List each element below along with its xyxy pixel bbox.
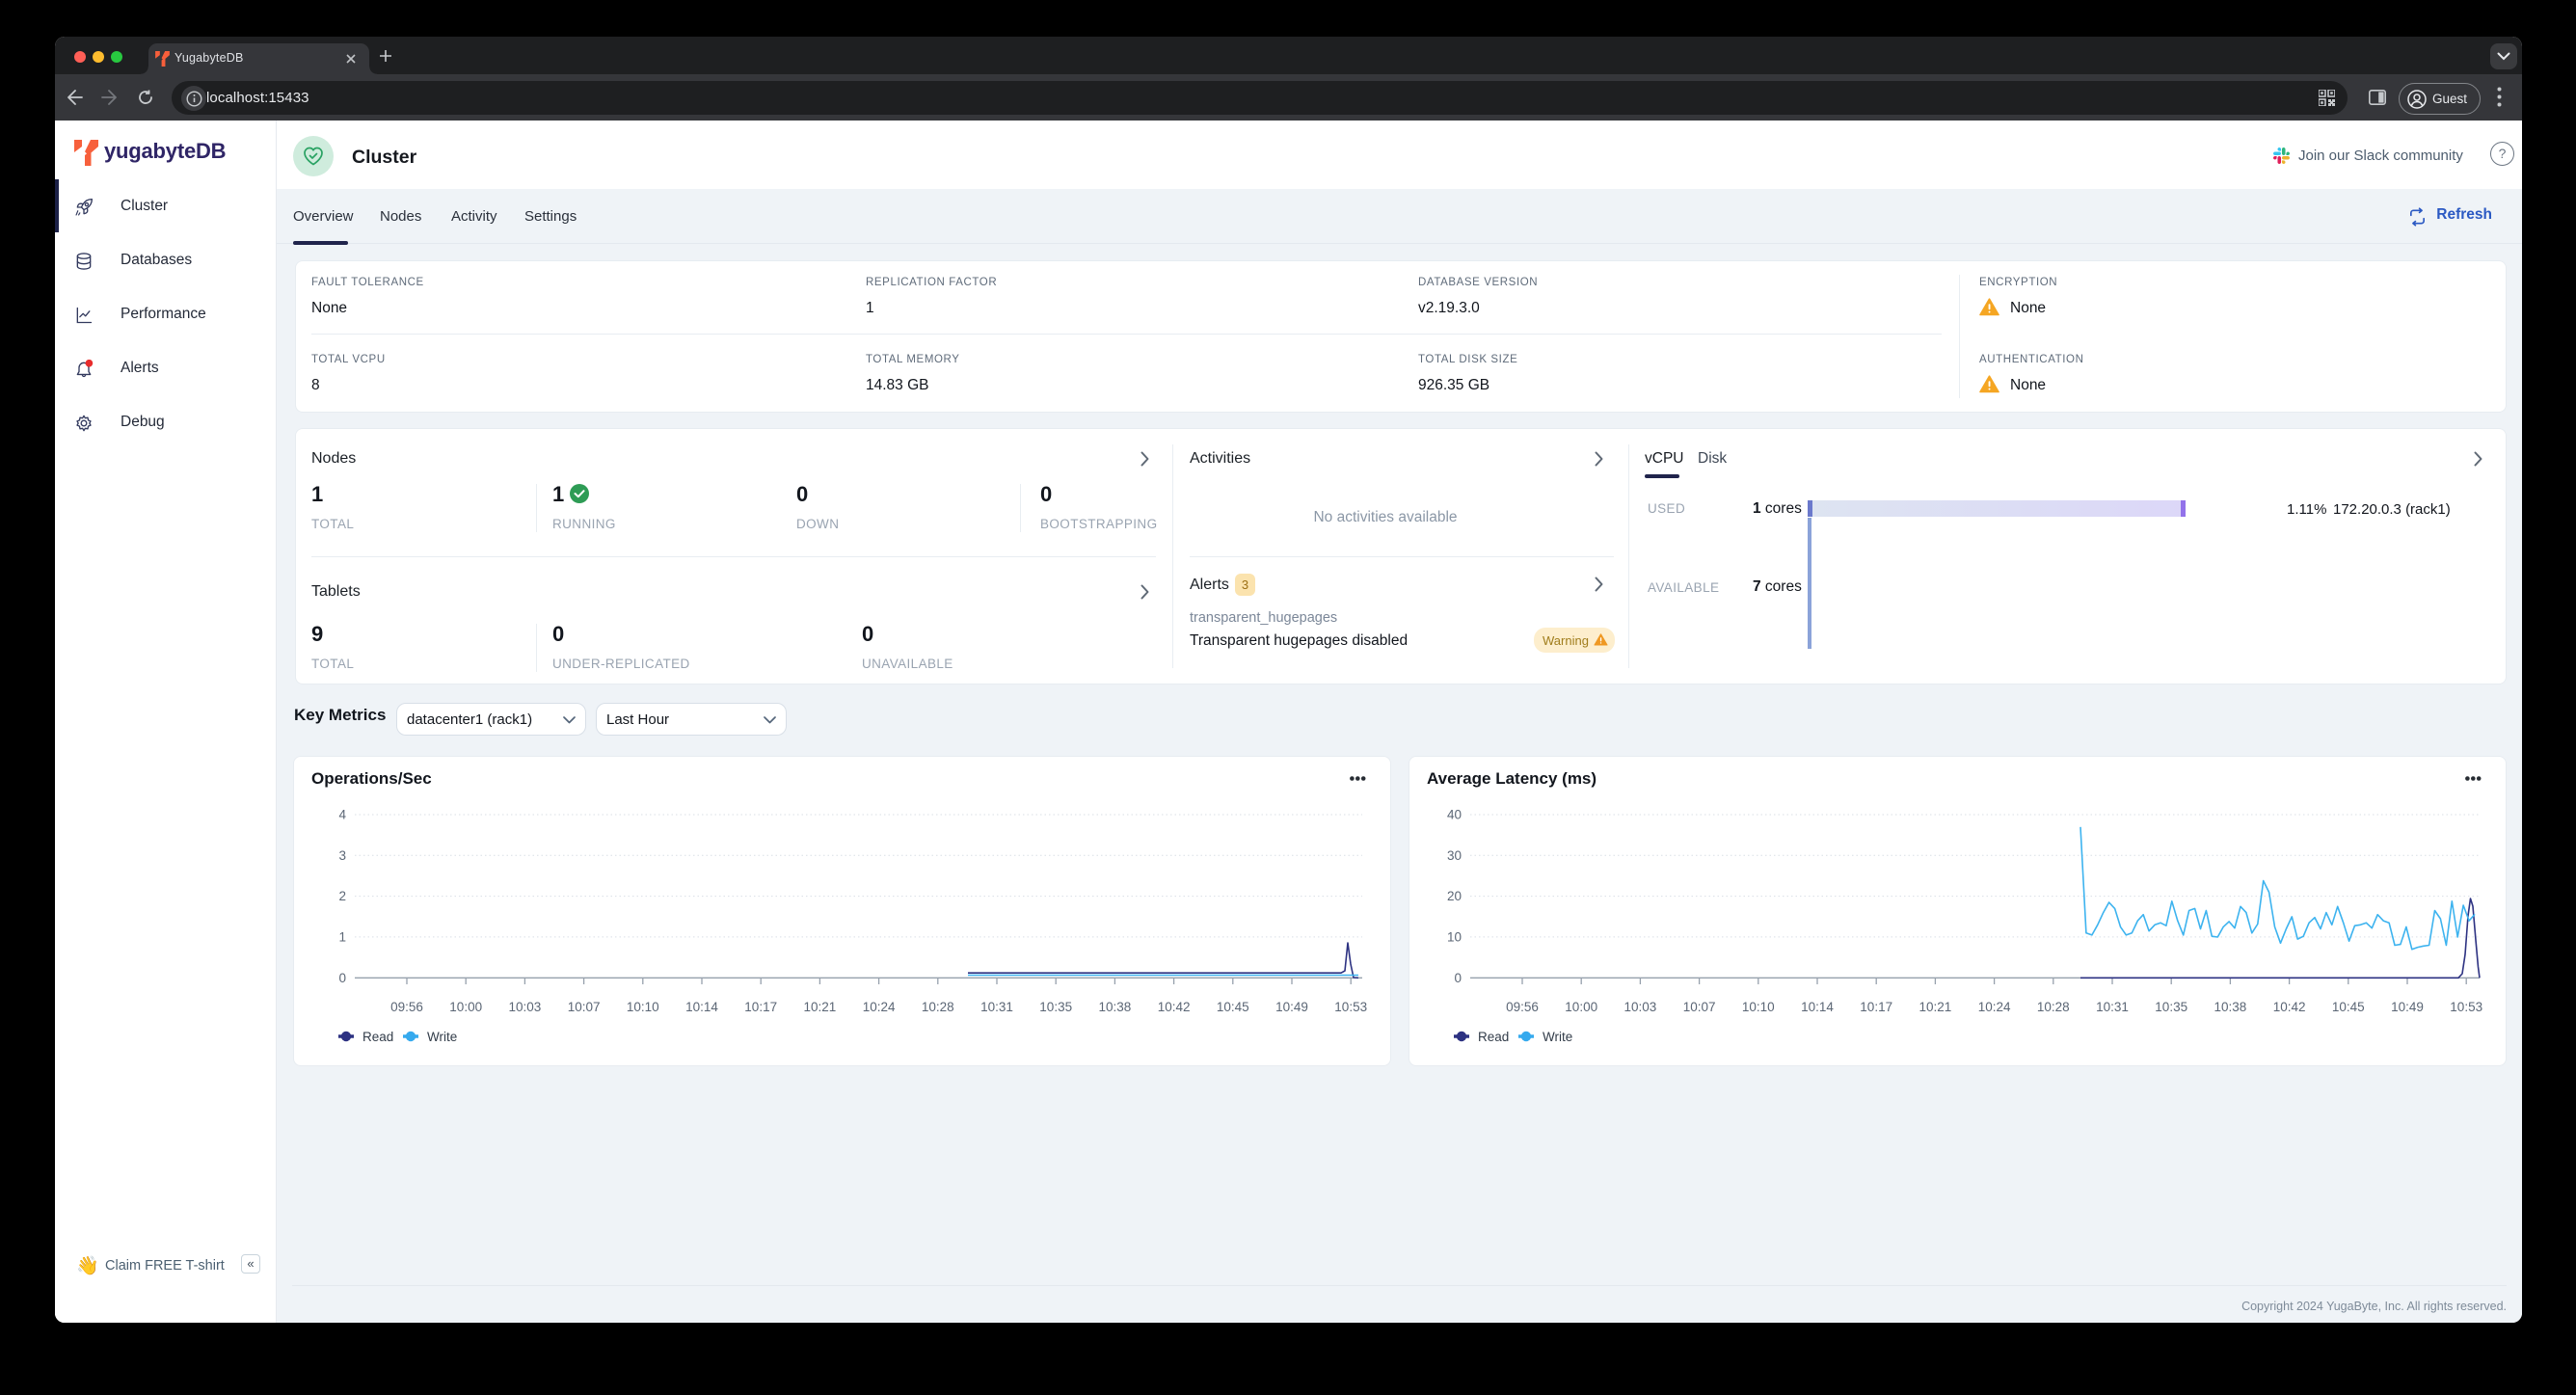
svg-text:10:17: 10:17 bbox=[1860, 1000, 1892, 1014]
svg-text:10:42: 10:42 bbox=[2273, 1000, 2306, 1014]
svg-text:10:31: 10:31 bbox=[980, 1000, 1013, 1014]
svg-text:10:53: 10:53 bbox=[1334, 1000, 1367, 1014]
svg-text:10:10: 10:10 bbox=[1742, 1000, 1775, 1014]
svg-text:10:38: 10:38 bbox=[2214, 1000, 2247, 1014]
svg-text:10:45: 10:45 bbox=[1217, 1000, 1249, 1014]
svg-text:10:49: 10:49 bbox=[2391, 1000, 2424, 1014]
svg-text:10:28: 10:28 bbox=[922, 1000, 954, 1014]
svg-text:1: 1 bbox=[338, 929, 346, 944]
svg-text:10:14: 10:14 bbox=[685, 1000, 718, 1014]
svg-text:10:24: 10:24 bbox=[863, 1000, 896, 1014]
svg-text:40: 40 bbox=[1447, 808, 1462, 822]
svg-text:09:56: 09:56 bbox=[390, 1000, 423, 1014]
svg-text:10:35: 10:35 bbox=[2155, 1000, 2187, 1014]
svg-text:10:07: 10:07 bbox=[1683, 1000, 1716, 1014]
svg-text:0: 0 bbox=[1454, 971, 1462, 985]
svg-text:10:14: 10:14 bbox=[1801, 1000, 1834, 1014]
svg-text:10:42: 10:42 bbox=[1158, 1000, 1191, 1014]
svg-text:09:56: 09:56 bbox=[1506, 1000, 1539, 1014]
svg-text:4: 4 bbox=[338, 808, 346, 822]
svg-text:10:38: 10:38 bbox=[1099, 1000, 1132, 1014]
svg-text:10:10: 10:10 bbox=[627, 1000, 659, 1014]
svg-text:10: 10 bbox=[1447, 929, 1462, 944]
svg-text:20: 20 bbox=[1447, 889, 1462, 903]
svg-text:10:35: 10:35 bbox=[1039, 1000, 1072, 1014]
svg-text:10:07: 10:07 bbox=[568, 1000, 601, 1014]
svg-text:10:31: 10:31 bbox=[2096, 1000, 2129, 1014]
svg-text:10:24: 10:24 bbox=[1978, 1000, 2011, 1014]
svg-text:10:45: 10:45 bbox=[2332, 1000, 2365, 1014]
svg-text:10:03: 10:03 bbox=[1624, 1000, 1657, 1014]
svg-text:30: 30 bbox=[1447, 848, 1462, 863]
svg-text:3: 3 bbox=[338, 848, 346, 863]
svg-text:10:00: 10:00 bbox=[1565, 1000, 1597, 1014]
svg-text:10:53: 10:53 bbox=[2450, 1000, 2482, 1014]
svg-text:10:17: 10:17 bbox=[744, 1000, 777, 1014]
svg-text:2: 2 bbox=[338, 889, 346, 903]
svg-text:10:03: 10:03 bbox=[509, 1000, 542, 1014]
svg-text:10:21: 10:21 bbox=[1919, 1000, 1952, 1014]
svg-text:10:00: 10:00 bbox=[449, 1000, 482, 1014]
svg-text:10:21: 10:21 bbox=[804, 1000, 837, 1014]
svg-text:10:28: 10:28 bbox=[2037, 1000, 2070, 1014]
svg-text:0: 0 bbox=[338, 971, 346, 985]
svg-text:10:49: 10:49 bbox=[1275, 1000, 1308, 1014]
